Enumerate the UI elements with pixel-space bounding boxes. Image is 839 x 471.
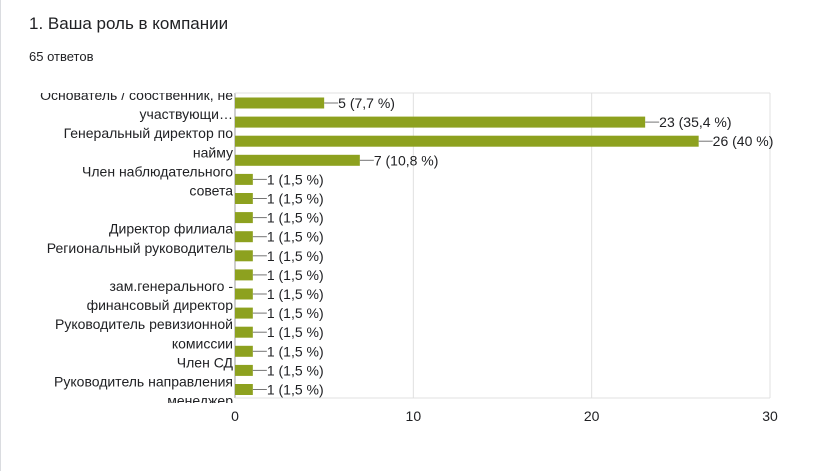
x-tick-label: 20 [584,408,600,424]
category-label: зам.генерального - [109,278,233,294]
category-label: Основатель / собственник, не [40,87,233,103]
data-label: 1 (1,5 %) [267,362,324,378]
data-label: 1 (1,5 %) [267,286,324,302]
category-label: совета [189,183,233,199]
bar [235,307,253,319]
data-label: 1 (1,5 %) [267,229,324,245]
data-label: 1 (1,5 %) [267,343,324,359]
bar [235,364,253,376]
bar [235,384,253,395]
bar [235,97,325,109]
bar [235,212,253,224]
category-label: Член наблюдательного [82,163,233,179]
category-label: Региональный руководитель [47,240,233,256]
question-title: 1. Ваша роль в компании [29,14,229,33]
bar [235,250,253,262]
response-count: 65 ответов [29,49,94,64]
card-border [0,0,1,471]
bar [235,269,253,281]
data-label: 1 (1,5 %) [267,248,324,264]
bar [235,116,646,128]
data-label: 1 (1,5 %) [267,171,324,187]
bar [235,231,253,243]
category-label: Генеральный директор по [64,125,234,141]
category-label: финансовый директор [87,297,234,313]
data-label: 1 (1,5 %) [267,191,324,207]
bar [235,193,253,204]
category-label: комиссии [172,335,233,351]
bar [235,345,253,357]
bar [235,135,699,147]
data-label: 26 (40 %) [713,133,774,149]
category-label: менеджер [167,393,233,409]
category-label: участвующи… [140,106,233,122]
x-tick-label: 30 [762,408,778,424]
category-label: Руководитель ревизионной [55,316,233,332]
data-label: 7 (10,8 %) [374,152,439,168]
data-label: 1 (1,5 %) [267,382,324,398]
data-label: 1 (1,5 %) [267,305,324,321]
data-label: 1 (1,5 %) [267,267,324,283]
category-label: Директор филиала [109,221,233,237]
bar [235,326,253,338]
bar [235,288,253,300]
data-label: 1 (1,5 %) [267,324,324,340]
category-label: найму [193,144,233,160]
bar [235,173,253,185]
category-label: Член СД [177,354,234,370]
data-label: 1 (1,5 %) [267,210,324,226]
bar [235,154,360,166]
x-tick-label: 0 [231,408,239,424]
category-label: Руководитель направления [54,374,233,390]
data-label: 23 (35,4 %) [659,114,731,130]
x-tick-label: 10 [406,408,422,424]
data-label: 5 (7,7 %) [338,95,395,111]
